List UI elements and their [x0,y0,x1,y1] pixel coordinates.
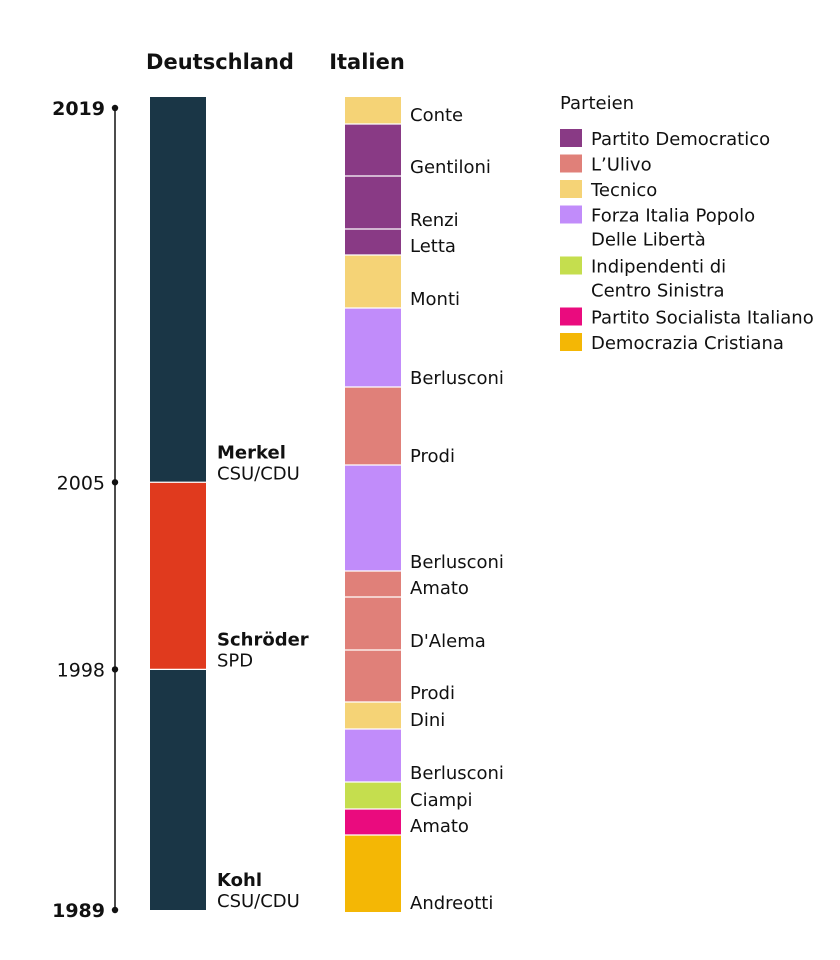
italy-premier-label: Andreotti [410,893,493,914]
legend-entry-label: Partito Socialista Italiano [591,308,814,329]
italy-bar-segment [345,729,401,782]
legend-entry-line: L’Ulivo [591,155,652,176]
italy-premier-label: Berlusconi [410,368,504,389]
italy-premier-label: Renzi [410,210,459,231]
year-tick-label: 2005 [57,472,105,494]
italy-premier-label: Amato [410,816,469,837]
italy-premier-label: Dini [410,710,445,731]
germany-chancellor-name: Kohl [217,870,262,891]
italy-bar-segment [345,255,401,308]
legend-entry-line: Indipendenti di [591,257,726,278]
legend-entry-label: Democrazia Cristiana [591,333,784,354]
italy-bar-segment [345,835,401,912]
legend-entry-line: Partito Socialista Italiano [591,308,814,329]
legend-title: Parteien [560,93,634,114]
italy-premier-label: Berlusconi [410,763,504,784]
legend-entry-label: Indipendenti di Centro Sinistra [591,257,726,302]
year-axis: 2019 2005 1998 1989 [52,98,119,922]
italy-bar-segment [345,809,401,835]
legend-entry-line: Delle Libertà [591,230,706,251]
year-tick-dot [111,666,119,673]
germany-chancellor-name: Merkel [217,442,286,463]
legend-swatch [560,129,582,147]
legend-entry-line: Forza Italia Popolo [591,206,755,227]
germany-column-title: Deutschland [146,50,294,74]
italy-bar-segment [345,465,401,571]
germany-bar-segment [150,669,206,910]
legend-swatch [560,180,582,198]
italy-bar-segment [345,782,401,809]
year-tick-label: 2019 [52,98,105,120]
legend-entry-label: L’Ulivo [591,155,652,176]
italy-bar-segment [345,97,401,124]
italy-premier-label: Gentiloni [410,157,491,178]
germany-chancellor-party: CSU/CDU [217,463,300,484]
year-tick-dot [111,906,119,914]
legend-entry-line: Centro Sinistra [591,281,725,302]
italy-bar-segment [345,124,401,176]
year-tick-label: 1998 [57,659,105,681]
italy-premier-label: Conte [410,105,463,126]
italy-column-title: Italien [329,50,405,74]
legend-entry-label: Forza Italia Popolo Delle Libertà [591,206,755,251]
legend-swatch [560,205,582,224]
legend-swatch [560,256,582,275]
italy-premier-label: D'Alema [410,631,486,652]
legend-entry-line: Democrazia Cristiana [591,333,784,354]
germany-bar-segment [150,97,206,483]
legend-entry-line: Tecnico [590,180,657,201]
italy-premier-label: Berlusconi [410,552,504,573]
germany-chancellor-party: CSU/CDU [217,891,300,912]
italy-bar-segment [345,176,401,229]
germany-bar-segment [150,482,206,670]
italy-premier-label: Monti [410,289,460,310]
italy-premier-label: Letta [410,236,456,257]
italy-bar-segment [345,597,401,650]
italy-bar-segment [345,571,401,597]
year-tick-label: 1989 [52,900,105,922]
italy-premier-label: Amato [410,578,469,599]
italy-premier-label: Ciampi [410,790,473,811]
legend-swatch [560,154,582,173]
legend-entry-label: Tecnico [590,180,657,201]
legend-entry-line: Partito Democratico [591,129,770,150]
italy-bar-segment [345,308,401,387]
italy-bar-segment [345,387,401,465]
year-tick-dot [111,104,119,112]
legend-swatch [560,333,582,351]
italy-bar-segment [345,650,401,702]
germany-chancellor-name: Schröder [217,629,309,650]
italy-timeline: Andreotti Amato Ciampi Berlusconi Dini Prodi D… [345,97,504,914]
italy-premier-label: Prodi [410,683,455,704]
legend-entry-label: Partito Democratico [591,129,770,150]
italy-premier-label: Prodi [410,446,455,467]
legend: Parteien Partito Democratico L’Ulivo Tecni… [560,93,814,354]
year-tick-dot [111,479,119,486]
italy-bar-segment [345,229,401,255]
italy-bar-segment [345,702,401,729]
legend-swatch [560,307,582,326]
germany-chancellor-party: SPD [217,650,253,671]
